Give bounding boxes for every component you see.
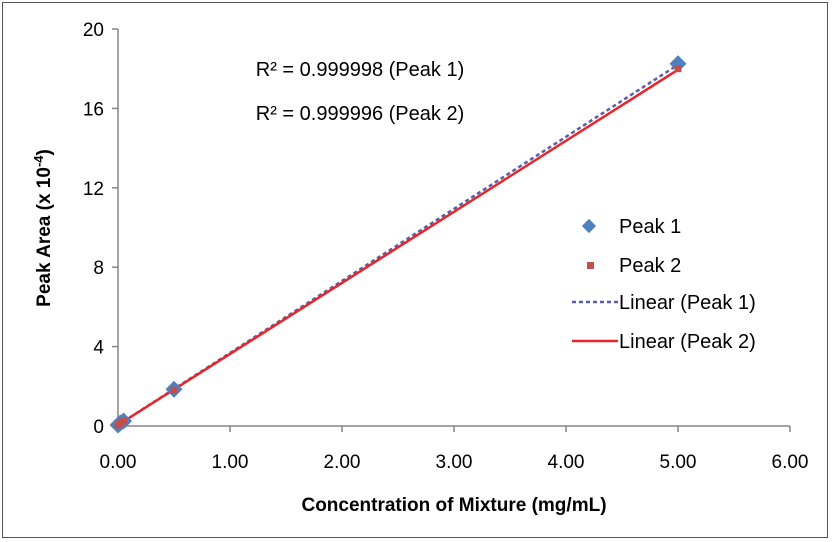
y-tick-label: 12 bbox=[83, 179, 104, 200]
y-axis-title: Peak Area (x 10-4) bbox=[31, 149, 55, 307]
trendline-1 bbox=[117, 63, 679, 427]
axes: 0 4 8 12 16 20 0.00 1.00 2.00 3.00 4.00 5.00 6.00 bbox=[83, 20, 809, 473]
y-tick-label: 0 bbox=[93, 417, 104, 438]
x-tick-label: 4.00 bbox=[548, 452, 585, 473]
trendline-2 bbox=[117, 68, 679, 427]
legend-linear-peak1-label: Linear (Peak 1) bbox=[619, 292, 756, 314]
legend-peak2-label: Peak 2 bbox=[619, 255, 681, 277]
legend-linear-peak2-label: Linear (Peak 2) bbox=[619, 331, 756, 353]
legend-item-peak1: Peak 1 bbox=[581, 216, 681, 238]
legend-item-linear-peak2: Linear (Peak 2) bbox=[572, 331, 756, 353]
legend-peak2-marker bbox=[587, 262, 594, 269]
y-tick-label: 20 bbox=[83, 20, 104, 41]
x-tick-label: 1.00 bbox=[212, 452, 249, 473]
legend-item-peak2: Peak 2 bbox=[587, 255, 681, 277]
x-tick-label: 2.00 bbox=[324, 452, 361, 473]
x-tick-label: 0.00 bbox=[100, 452, 137, 473]
legend-peak1-label: Peak 1 bbox=[619, 216, 681, 238]
y-tick-label: 4 bbox=[93, 338, 104, 359]
legend: Peak 1 Peak 2 Linear (Peak 1) Linear (Pe… bbox=[572, 216, 756, 353]
y-axis-title-main: Peak Area (x 10 bbox=[34, 167, 55, 307]
y-axis-title-close: ) bbox=[34, 149, 55, 155]
data-markers bbox=[109, 55, 687, 434]
peak2-marker bbox=[120, 417, 128, 425]
trendlines bbox=[117, 63, 679, 427]
y-axis-title-exponent: -4 bbox=[31, 155, 46, 167]
x-axis-title: Concentration of Mixture (mg/mL) bbox=[301, 495, 606, 516]
peak2-marker bbox=[674, 65, 682, 73]
x-tick-label: 3.00 bbox=[436, 452, 473, 473]
peak1-marker bbox=[669, 55, 687, 73]
peak2-marker bbox=[170, 386, 178, 394]
y-tick-label: 16 bbox=[83, 99, 104, 120]
legend-item-linear-peak1: Linear (Peak 1) bbox=[572, 292, 756, 314]
r-squared-peak1: R² = 0.999998 (Peak 1) bbox=[256, 59, 464, 81]
r-squared-peak2: R² = 0.999996 (Peak 2) bbox=[256, 103, 464, 125]
y-tick-label: 8 bbox=[93, 258, 104, 279]
x-tick-label: 6.00 bbox=[772, 452, 809, 473]
legend-peak1-marker bbox=[581, 218, 597, 234]
x-tick-label: 5.00 bbox=[660, 452, 697, 473]
